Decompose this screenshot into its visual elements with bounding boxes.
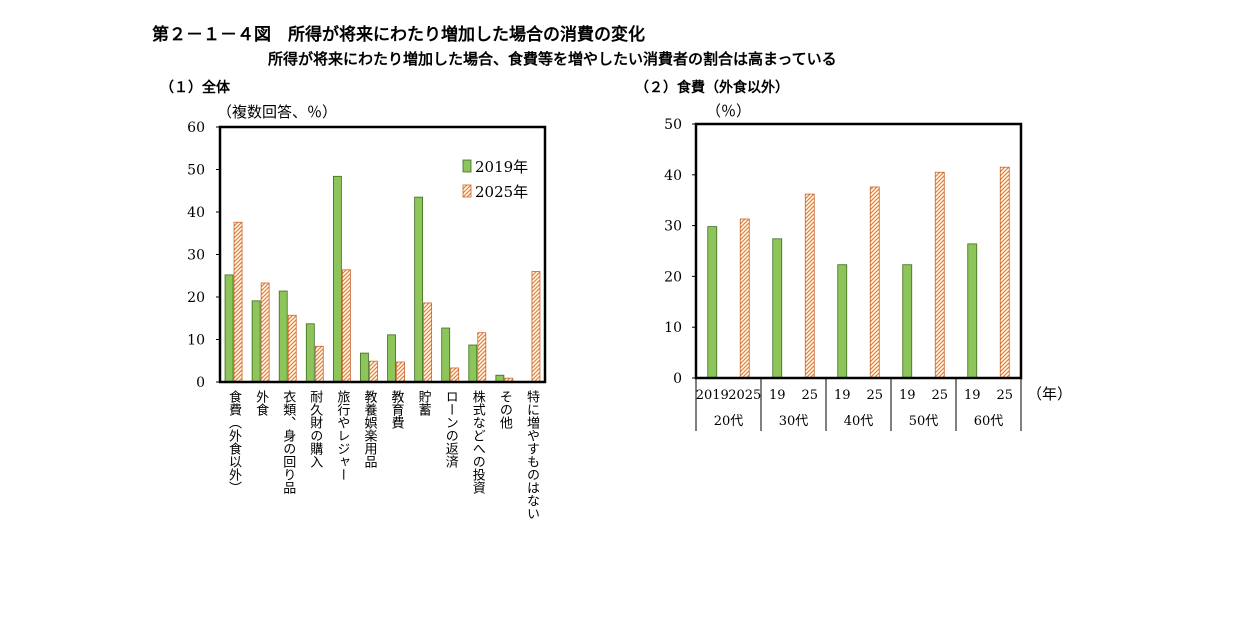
bar-2019 bbox=[305, 323, 315, 383]
bar-2019 bbox=[468, 344, 478, 383]
chart-overall: （複数回答、％） 0 10 20 30 40 50 60 食費（外食以外） 外食 衣類、身の回り品耐… bbox=[187, 103, 547, 520]
bar-2019 bbox=[441, 327, 451, 383]
bar-2025 bbox=[869, 186, 880, 379]
bar-2025 bbox=[999, 166, 1010, 379]
y-tick-label: 10 bbox=[187, 333, 205, 349]
x-tick-label: 19 bbox=[769, 388, 786, 403]
x-category-label: ローンの返済 bbox=[443, 390, 459, 468]
bar-2025 bbox=[423, 302, 433, 383]
x-category-label: 教育費 bbox=[389, 389, 405, 429]
bar-2019 bbox=[278, 290, 288, 383]
bar-2019 bbox=[414, 196, 424, 383]
y-tick-label: 0 bbox=[673, 371, 682, 387]
x-group-label: 40代 bbox=[844, 414, 874, 429]
x-category-label: 株式などへの投資 bbox=[470, 390, 486, 494]
x-group-label: 20代 bbox=[714, 414, 744, 429]
bar-2025 bbox=[531, 271, 541, 383]
bar-2019 bbox=[387, 334, 396, 383]
panel1-title: （１）全体 bbox=[160, 80, 230, 96]
y-tick-label: 20 bbox=[187, 290, 205, 306]
bar-2025 bbox=[934, 171, 945, 379]
y-tick-label: 0 bbox=[196, 375, 205, 391]
x-group-label: 50代 bbox=[909, 414, 939, 429]
bar-2025 bbox=[739, 218, 750, 379]
x-category-label: 教養娯楽用品 bbox=[361, 389, 377, 468]
x-category-label: 衣類、身の回り品 bbox=[280, 389, 296, 494]
x-group-label: 60代 bbox=[974, 414, 1004, 429]
bar-2025 bbox=[341, 269, 351, 383]
x-tick-label: 25 bbox=[996, 388, 1013, 403]
legend-label-2025: 2025年 bbox=[475, 183, 528, 201]
y-tick-label: 40 bbox=[187, 205, 205, 221]
bar-2019 bbox=[224, 274, 234, 383]
bar-2019 bbox=[902, 264, 913, 379]
x-category-label: その他 bbox=[497, 390, 513, 430]
x-category-label: 外食 bbox=[253, 390, 269, 416]
x-tick-label: 2019 bbox=[696, 388, 729, 403]
bar-2025 bbox=[260, 282, 270, 383]
x-category-label: 食費（外食以外） bbox=[226, 389, 242, 494]
bar-2025 bbox=[287, 314, 297, 383]
plot-frame bbox=[694, 122, 1023, 380]
bar-2019 bbox=[251, 300, 261, 383]
bar-2025 bbox=[450, 367, 460, 383]
y-tick-label: 30 bbox=[664, 219, 682, 235]
x-tick-label: 25 bbox=[866, 388, 883, 403]
x-tick-label: 25 bbox=[801, 388, 818, 403]
legend-label-2019: 2019年 bbox=[475, 158, 528, 176]
plot-frame bbox=[218, 125, 547, 384]
y-tick-label: 50 bbox=[187, 163, 205, 179]
x-tick-label: 19 bbox=[964, 388, 981, 403]
x-category-label: 旅行やレジャー bbox=[334, 390, 350, 481]
x-axis-label: （年） bbox=[1027, 385, 1072, 403]
bar-2025 bbox=[314, 345, 324, 383]
bar-2019 bbox=[360, 352, 369, 383]
x-category-label: 耐久財の購入 bbox=[307, 390, 323, 468]
y-axis-label: （％） bbox=[706, 102, 751, 120]
bar-2019 bbox=[967, 243, 978, 379]
bar-2025 bbox=[804, 193, 815, 379]
x-tick-label: 25 bbox=[931, 388, 948, 403]
y-tick-label: 10 bbox=[664, 320, 682, 336]
x-tick-label: 2025 bbox=[728, 388, 761, 403]
bar-2019 bbox=[332, 175, 342, 383]
y-tick-label: 20 bbox=[664, 269, 682, 285]
y-tick-label: 50 bbox=[664, 117, 682, 133]
bar-2019 bbox=[772, 238, 783, 379]
legend-swatch-2025 bbox=[462, 184, 472, 198]
y-tick-label: 60 bbox=[187, 120, 205, 136]
bar-2019 bbox=[707, 226, 718, 379]
figure-subtitle: 所得が将来にわたり増加した場合、食費等を増やしたい消費者の割合は高まっている bbox=[268, 50, 837, 68]
chart-food-by-age: （％） 0 10 20 30 40 50 2019 2025 20代 19 25 30代 19 25 40代 1… bbox=[664, 102, 1072, 431]
y-axis-label: （複数回答、％） bbox=[217, 103, 337, 121]
panel2-title: （２）食費（外食以外） bbox=[635, 80, 789, 96]
bar-2025 bbox=[396, 361, 405, 383]
x-tick-label: 19 bbox=[899, 388, 916, 403]
x-group-label: 30代 bbox=[779, 414, 809, 429]
bar-2025 bbox=[477, 332, 487, 383]
y-tick-label: 40 bbox=[664, 168, 682, 184]
x-category-label: 貯蓄 bbox=[416, 390, 432, 417]
x-category-label: 特に増やすものはない bbox=[524, 390, 540, 520]
x-tick-label: 19 bbox=[834, 388, 851, 403]
y-tick-label: 30 bbox=[187, 248, 205, 264]
bar-2025 bbox=[233, 221, 243, 383]
legend-swatch-2019 bbox=[462, 159, 472, 173]
bar-2019 bbox=[837, 264, 848, 379]
bar-2025 bbox=[369, 360, 378, 383]
figure-title: 第２－１－４図 所得が将来にわたり増加した場合の消費の変化 bbox=[152, 25, 645, 45]
